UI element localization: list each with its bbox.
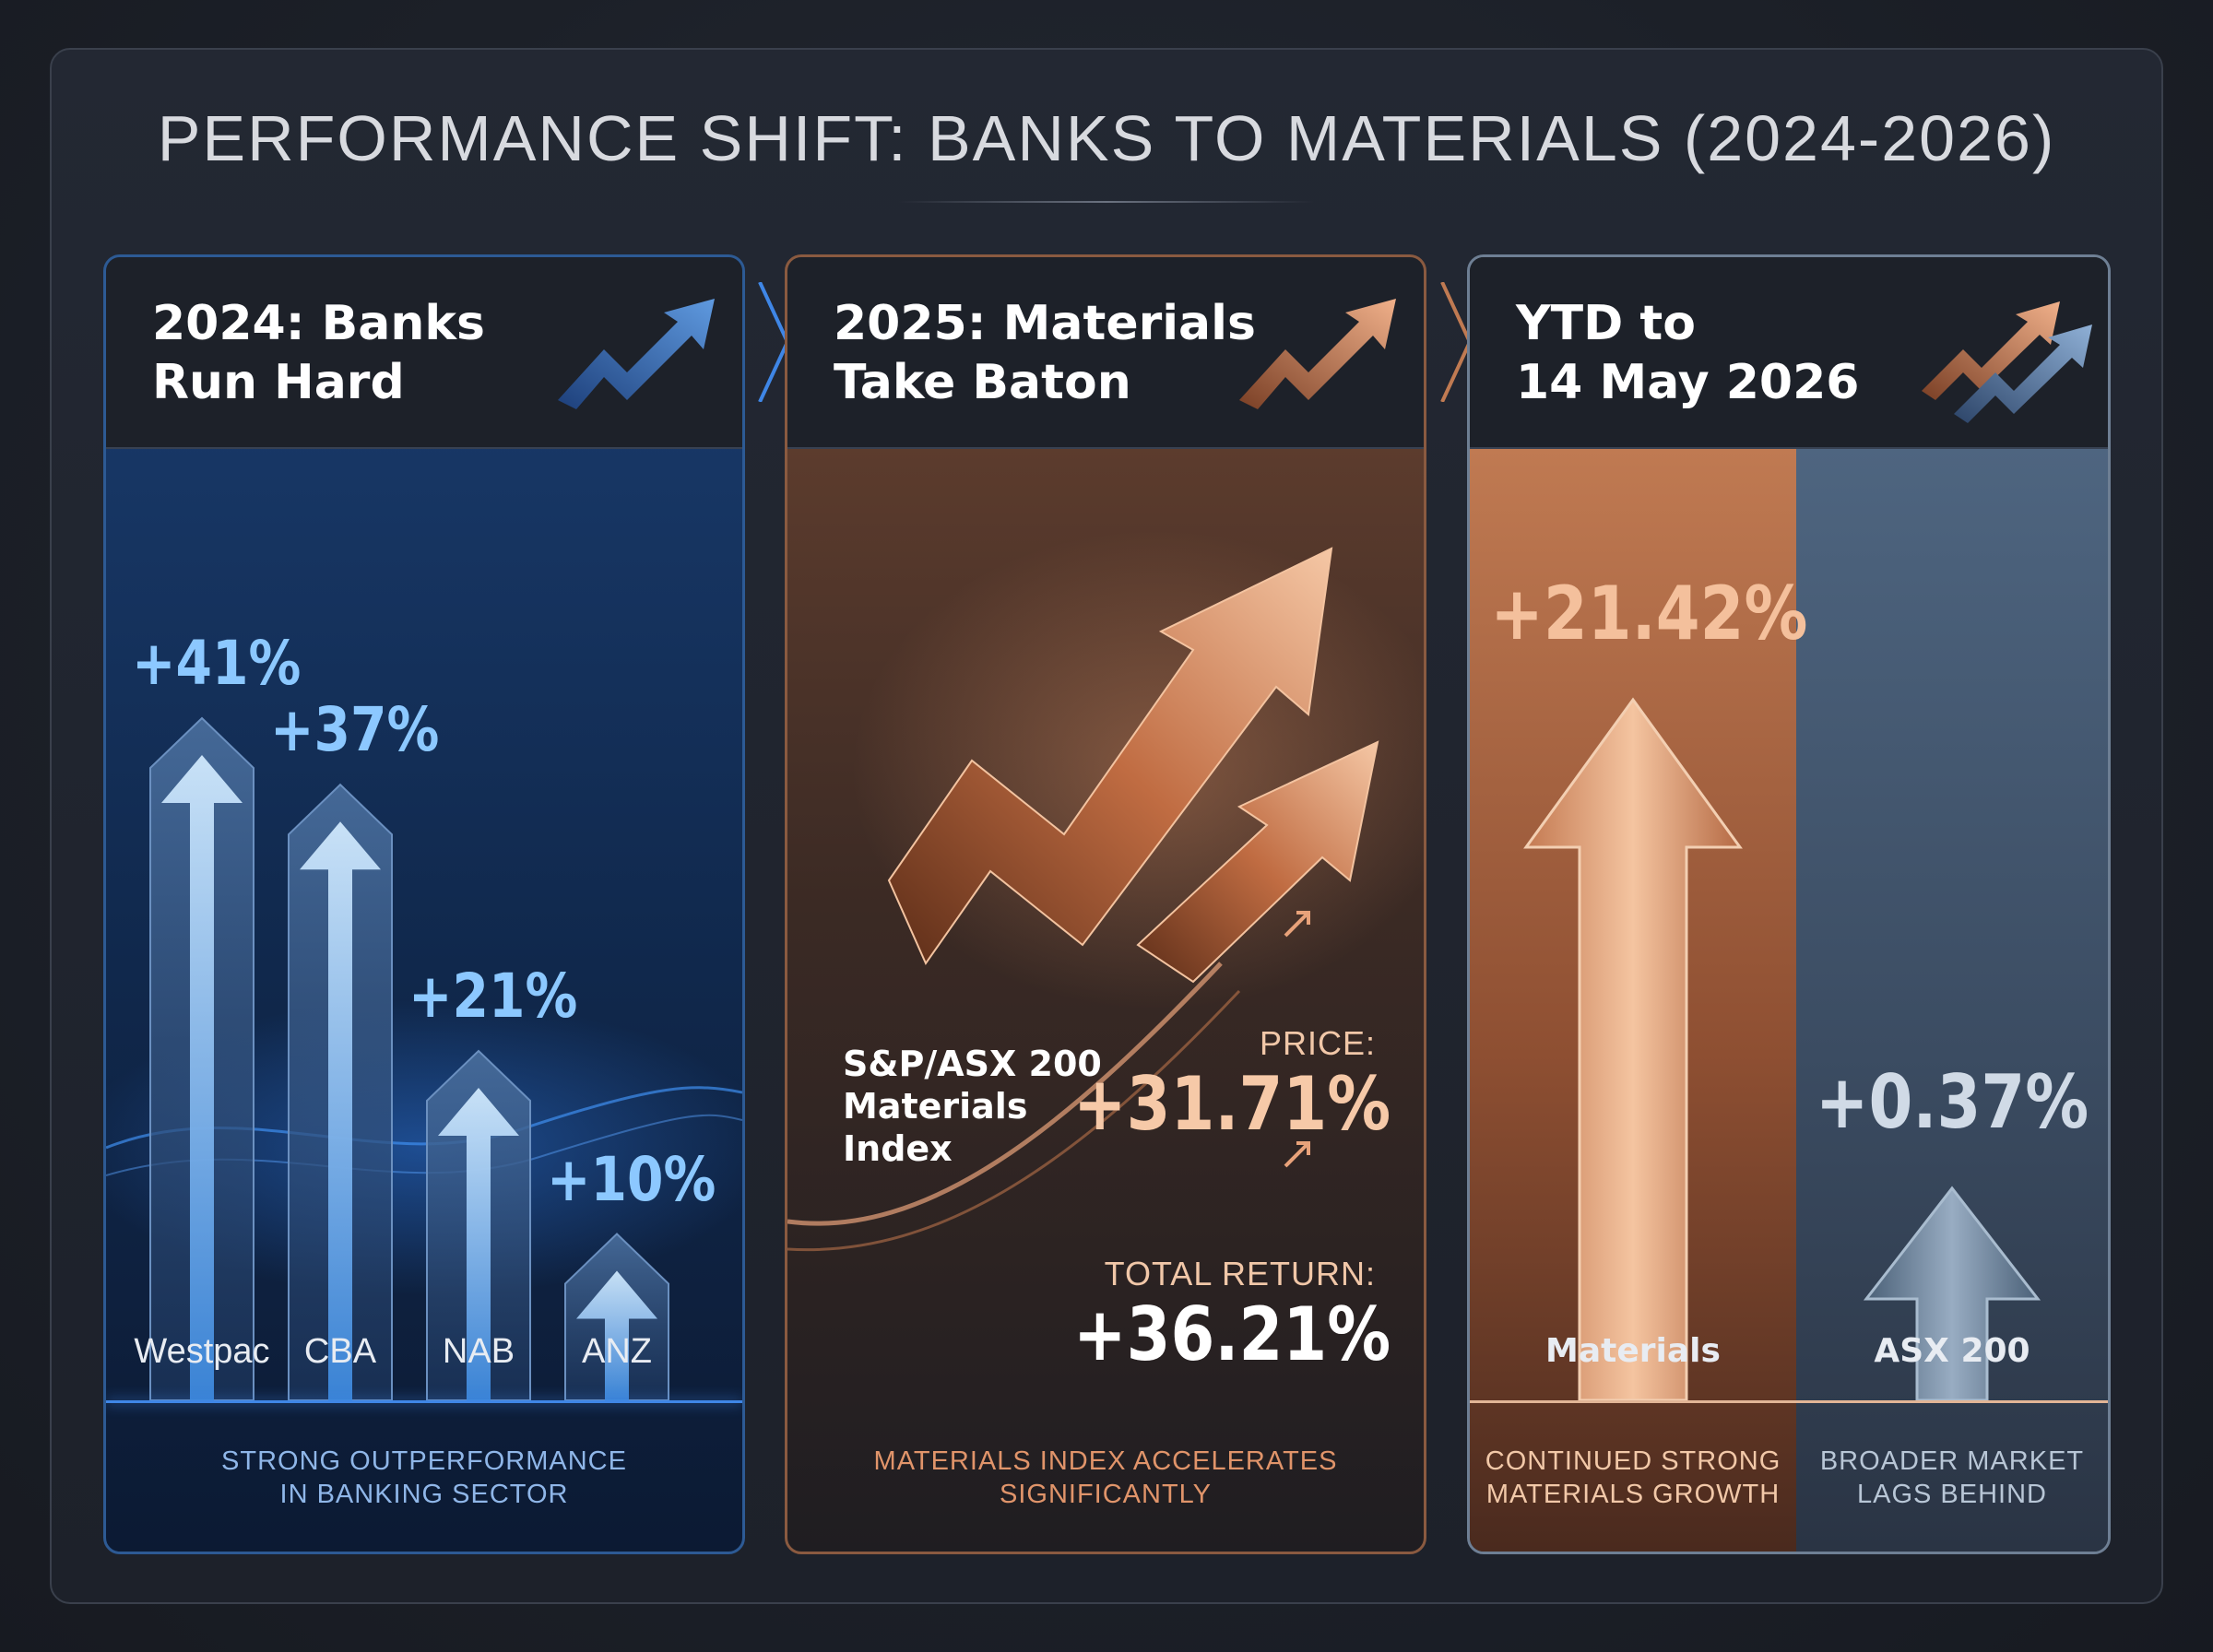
panel-title: 2024: Banks Run Hard	[152, 296, 485, 410]
price-label: PRICE:	[1259, 1024, 1376, 1062]
index-name: S&P/ASX 200 Materials Index	[843, 1044, 1102, 1169]
bar-nab	[426, 1049, 531, 1401]
trend-up-arrow-icon	[1239, 299, 1396, 409]
title-divider	[899, 201, 1314, 203]
price-arrow-icon	[887, 547, 1333, 966]
bar-westpac	[149, 716, 254, 1401]
value-label-anz: +10%	[547, 1143, 716, 1215]
baseline	[106, 1400, 742, 1403]
category-label-anz: ANZ	[582, 1332, 652, 1371]
bar-cba	[288, 783, 393, 1401]
value-label-nab: +21%	[408, 960, 578, 1032]
dual-trend-arrows-icon	[1922, 301, 2092, 423]
panel-header: YTD to 14 May 2026	[1470, 257, 2108, 449]
banks-bar-chart	[106, 716, 742, 1401]
baseline	[1470, 1400, 2108, 1403]
trend-up-arrow-icon	[558, 299, 715, 409]
panel-title: YTD to 14 May 2026	[1516, 296, 1860, 410]
panel-header: 2025: Materials Take Baton	[787, 257, 1424, 449]
panel-footer: STRONG OUTPERFORMANCE IN BANKING SECTOR	[221, 1446, 627, 1509]
panel-banks-2024: 2024: Banks Run Hard	[103, 254, 745, 1554]
bar-asx-200	[1863, 1186, 2041, 1402]
total-return-arrow-icon	[1136, 740, 1379, 984]
bar-anz	[564, 1233, 669, 1401]
panel-title: 2025: Materials Take Baton	[834, 296, 1256, 410]
panel-footer-right: BROADER MARKET LAGS BEHIND	[1819, 1446, 2085, 1509]
panel-footer: MATERIALS INDEX ACCELERATES SIGNIFICANTL…	[873, 1446, 1338, 1509]
panel-ytd-2026: YTD to 14 May 2026	[1467, 254, 2111, 1554]
panel-materials-2025: 2025: Materials Take Baton	[785, 254, 1426, 1554]
value-label-westpac: +41%	[132, 628, 302, 699]
category-label-cba: CBA	[303, 1332, 377, 1371]
arrow-up-right-icon	[1284, 1141, 1310, 1168]
arrow-up-right-icon	[1284, 911, 1310, 938]
category-label-nab: NAB	[442, 1332, 515, 1371]
total-return-value: +36.21%	[1072, 1292, 1391, 1377]
value-label-asx-200: +0.37%	[1815, 1059, 2089, 1145]
total-return-label: TOTAL RETURN:	[1104, 1255, 1376, 1292]
bar-materials	[1523, 697, 1743, 1402]
page-title: PERFORMANCE SHIFT: BANKS TO MATERIALS (2…	[157, 102, 2056, 174]
value-label-cba: +37%	[270, 694, 440, 766]
materials-trend-illustration	[787, 530, 1424, 1252]
panel-footer-left: CONTINUED STRONG MATERIALS GROWTH	[1485, 1446, 1781, 1509]
category-label-asx-200: ASX 200	[1874, 1332, 2030, 1370]
price-value: +31.71%	[1072, 1061, 1391, 1147]
value-label-materials: +21.42%	[1490, 571, 1808, 656]
ytd-bar-chart	[1523, 697, 2041, 1402]
panel-header: 2024: Banks Run Hard	[106, 257, 742, 449]
category-label-materials: Materials	[1545, 1332, 1721, 1370]
category-label-westpac: Westpac	[134, 1332, 270, 1371]
